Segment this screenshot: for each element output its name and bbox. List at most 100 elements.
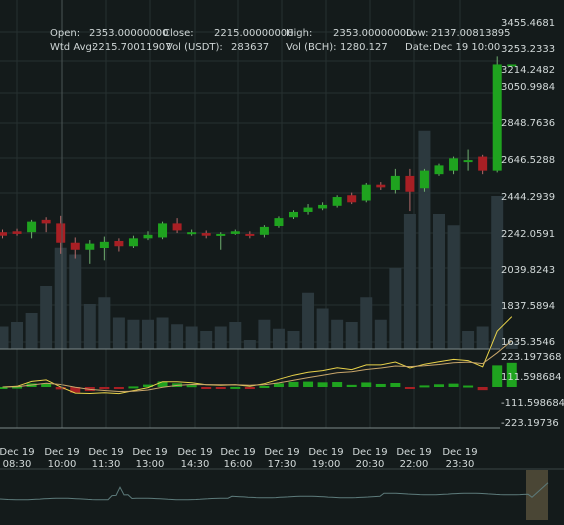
volume-bar	[127, 319, 140, 349]
macd-histogram-bar	[361, 382, 372, 387]
volume-bar	[418, 130, 431, 349]
time-axis-date: Dec 19	[88, 447, 123, 458]
vol-bch-label: Vol (BCH):	[286, 42, 337, 53]
volume-bar	[505, 342, 518, 349]
candle-body	[27, 221, 37, 233]
volume-bar	[83, 304, 96, 349]
volume-bar	[272, 328, 285, 349]
macd-axis-label: -223.19736	[501, 418, 559, 429]
volume-bar	[229, 322, 242, 349]
macd-histogram-bar	[506, 362, 517, 387]
date-value: Dec 19 10:00	[433, 42, 500, 53]
candle-body	[434, 165, 444, 175]
candle-body	[0, 232, 7, 236]
price-axis-label: 2242.0591	[501, 229, 555, 240]
time-axis-date: Dec 19	[308, 447, 343, 458]
volume-bar	[142, 319, 154, 349]
candle-body	[405, 175, 415, 192]
price-axis-label: 2444.2939	[501, 192, 555, 203]
volume-bar	[374, 319, 387, 349]
volume-bar	[112, 317, 125, 349]
macd-histogram-bar	[492, 365, 503, 387]
volume-bar	[491, 196, 504, 349]
macd-panel	[0, 316, 517, 395]
time-axis-date: Dec 19	[220, 447, 255, 458]
candles	[0, 56, 517, 264]
candle-body	[187, 232, 197, 235]
price-axis: 3455.4681 3253.2333 3214.2482 3050.9984 2848…	[501, 18, 555, 348]
macd-histogram-bar	[12, 386, 23, 389]
candle-body	[230, 231, 240, 234]
time-axis-date: Dec 19	[264, 447, 299, 458]
volume-bar	[433, 214, 445, 349]
time-axis-time: 20:30	[356, 459, 385, 470]
volume-bar	[171, 324, 184, 349]
candle-body	[289, 211, 298, 218]
macd-histogram-bar	[448, 383, 459, 387]
candle-body	[492, 64, 502, 171]
candle-body	[12, 231, 22, 234]
high-value: 2353.00000000	[333, 28, 413, 39]
macd-histogram-bar	[41, 383, 52, 387]
macd-histogram-bar	[477, 387, 488, 391]
vol-usdt-value: 283637	[231, 42, 269, 53]
macd-histogram-bar	[404, 387, 415, 389]
volume-bar	[11, 322, 24, 349]
macd-histogram-bar	[215, 387, 226, 389]
candle-body	[507, 64, 517, 67]
navigator-window[interactable]	[526, 470, 548, 520]
open-value: 2353.00000000	[89, 28, 169, 39]
high-label: High:	[286, 28, 312, 39]
open-label: Open:	[50, 28, 80, 39]
candle-body	[99, 241, 109, 249]
candle-body	[56, 223, 66, 243]
volume-bar	[302, 292, 315, 349]
volume-bar	[156, 317, 169, 349]
time-axis-date: Dec 19	[44, 447, 79, 458]
time-axis-date: Dec 19	[0, 447, 35, 458]
price-axis-label: 2646.5288	[501, 155, 555, 166]
price-axis-label: 1635.3546	[501, 337, 555, 348]
candle-body	[463, 160, 473, 163]
candle-body	[449, 158, 459, 171]
time-axis-date: Dec 19	[442, 447, 477, 458]
price-axis-label: 1837.5894	[501, 301, 555, 312]
macd-axis-label: 223.197368	[501, 352, 561, 363]
macd-histogram-bar	[259, 385, 270, 388]
wavg-value: 2215.70011907	[92, 42, 172, 53]
low-value: 2137.00813895	[431, 28, 511, 39]
candle-body	[143, 234, 153, 239]
time-axis-time: 08:30	[3, 459, 32, 470]
volume-bar	[40, 286, 53, 349]
volume-bar	[185, 326, 198, 349]
time-axis-time: 23:30	[446, 459, 475, 470]
candle-body	[390, 175, 400, 190]
macd-histogram-bar	[201, 387, 212, 389]
candle-body	[318, 204, 328, 209]
price-axis-label: 2848.7636	[501, 118, 555, 129]
macd-axis: 223.197368 111.598684 -111.598684 -223.1973…	[501, 352, 564, 429]
macd-histogram-bar	[346, 384, 357, 387]
candle-body	[376, 184, 386, 188]
navigator[interactable]	[0, 470, 549, 520]
volume-bar	[462, 331, 475, 349]
price-axis-label: 3214.2482	[501, 65, 555, 76]
time-axis-time: 13:00	[136, 459, 165, 470]
candle-body	[332, 197, 342, 206]
macd-histogram-bar	[419, 385, 430, 388]
macd-histogram-bar	[434, 384, 444, 387]
time-axis-time: 17:30	[268, 459, 297, 470]
macd-histogram-bar	[273, 383, 284, 387]
macd-histogram-bar	[55, 387, 66, 390]
candle-body	[41, 219, 51, 224]
macd-histogram-bar	[113, 387, 124, 390]
volume-bar	[54, 247, 67, 349]
candle-body	[259, 226, 269, 235]
volume-bar	[98, 297, 111, 349]
time-axis-date: Dec 19	[352, 447, 387, 458]
volume-bar	[69, 254, 82, 349]
volume-bar	[25, 313, 38, 349]
candle-body	[419, 170, 429, 189]
volume-bar	[214, 326, 227, 349]
